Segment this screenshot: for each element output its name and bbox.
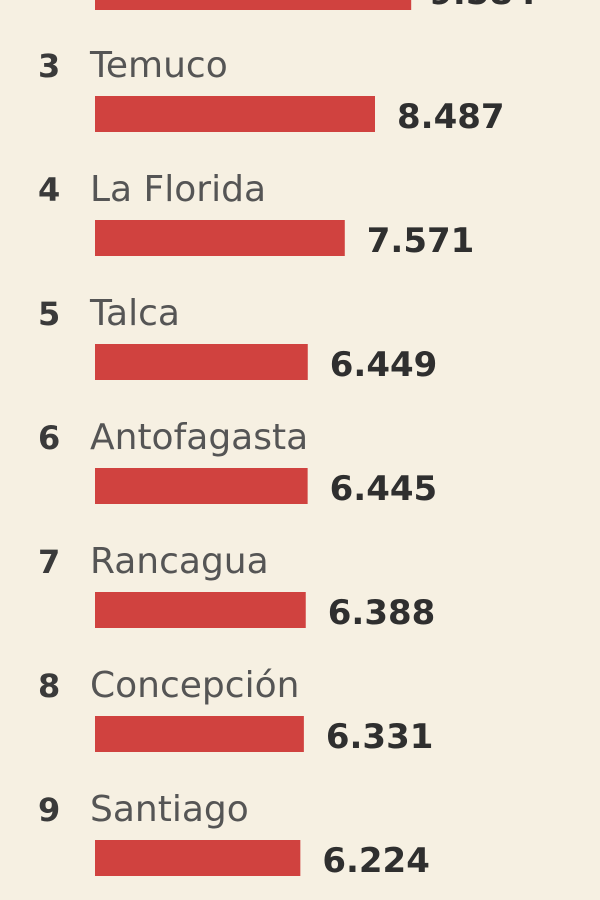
bar [95, 96, 375, 132]
category-label: Antofagasta [90, 417, 308, 458]
category-label: Rancagua [90, 541, 269, 582]
rank-number: 3 [38, 47, 60, 85]
value-label: 6.224 [322, 841, 430, 881]
bar [95, 468, 308, 504]
value-label: 8.487 [397, 97, 505, 137]
bar [95, 344, 308, 380]
bar [95, 840, 301, 876]
value-label: 6.449 [330, 345, 438, 385]
value-label: 6.331 [326, 717, 434, 757]
category-label: Santiago [90, 789, 249, 830]
value-label: 7.571 [367, 221, 475, 261]
category-label: Talca [89, 293, 180, 334]
rank-number: 5 [38, 295, 60, 333]
value-label: 6.388 [328, 593, 436, 633]
rank-number: 8 [38, 667, 60, 705]
value-label: 6.445 [330, 469, 438, 509]
rank-number: 6 [38, 419, 60, 457]
bar [95, 220, 345, 256]
value-label-partial-top: 9.584 [429, 0, 537, 13]
bar-partial-top [95, 0, 412, 10]
category-label: Concepción [90, 665, 299, 706]
bar [95, 716, 304, 752]
category-label: Temuco [89, 45, 228, 86]
rank-number: 7 [38, 543, 60, 581]
category-label: La Florida [90, 169, 266, 210]
rank-number: 4 [38, 171, 60, 209]
rank-number: 9 [38, 791, 60, 829]
bar [95, 592, 306, 628]
